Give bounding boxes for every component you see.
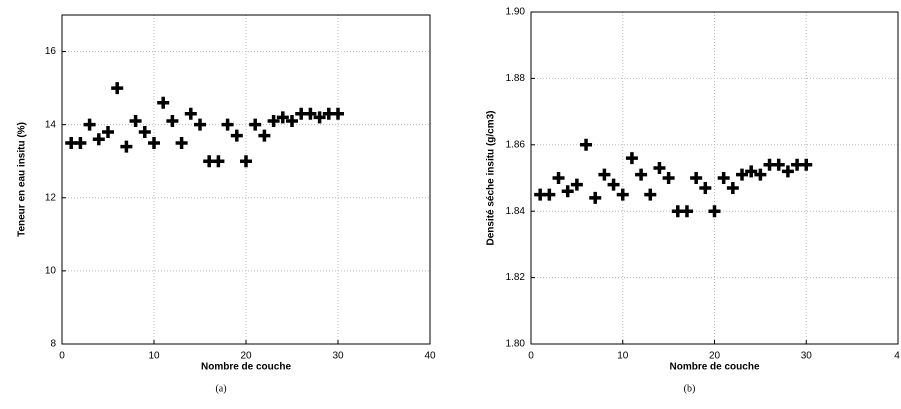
x-tick-label: 20 [709,351,721,362]
y-tick-label: 1.88 [506,73,526,84]
y-tick-label: 10 [45,266,57,277]
point [120,140,133,153]
point [680,205,693,218]
plot-frame [530,11,899,345]
point [194,118,206,131]
point [286,115,298,128]
point [543,188,556,201]
y-axis-title: Densité séche insitu (g/cm3) [486,110,497,245]
x-tick-label: 10 [148,351,160,362]
x-tick-label: 30 [332,351,344,362]
point [662,172,675,184]
x-tick-label: 10 [617,351,629,362]
point [304,107,317,120]
point [129,115,142,128]
y-tick-label: 1.90 [506,7,526,18]
point [644,188,657,201]
point [616,188,629,201]
point [267,115,280,128]
point [781,165,794,178]
point [800,158,813,171]
point [745,165,758,178]
x-axis-title: Nombre de couche [201,362,291,373]
point [212,155,225,168]
point [332,107,344,120]
plot-frame [61,14,431,345]
point [708,205,721,218]
caption: (a) [215,383,226,394]
point [92,133,105,146]
point [276,111,289,124]
x-tick-label: 40 [424,351,436,362]
point [736,168,749,181]
point [717,172,730,184]
point [754,168,767,181]
y-axis-title: Teneur en eau insitu (%) [17,122,28,237]
point [625,152,638,165]
point [221,118,234,131]
point [561,185,574,198]
point [570,178,583,191]
y-tick-label: 12 [45,192,57,203]
point [166,115,179,128]
point [607,178,620,191]
point [83,118,96,131]
y-tick-label: 16 [45,46,57,57]
point [589,191,602,204]
x-axis-title: Nombre de couche [669,362,759,373]
point [111,82,124,95]
x-tick-label: 4 [894,351,900,362]
y-tick-label: 1.84 [506,206,526,217]
y-tick-label: 8 [50,339,56,350]
point [138,125,151,138]
point [258,129,271,142]
point [726,181,739,194]
point [240,155,252,168]
y-tick-label: 14 [45,119,57,130]
point [552,172,565,184]
x-tick-label: 0 [528,351,534,362]
point [580,138,593,151]
point [157,96,170,109]
x-tick-label: 0 [59,351,65,362]
caption: (b) [684,383,696,394]
point [635,168,648,181]
point [690,172,703,184]
point [102,125,114,138]
point [772,158,785,171]
point [74,136,87,149]
x-tick-label: 30 [801,351,813,362]
point [313,111,326,124]
y-tick-label: 1.80 [506,339,526,350]
x-tick-label: 20 [240,351,252,362]
point [184,107,197,120]
point [598,168,611,181]
point [699,181,712,194]
point [249,118,262,131]
point [230,129,243,142]
point [148,136,160,149]
y-tick-label: 1.86 [506,139,526,150]
point [653,162,666,175]
point [175,136,188,149]
y-tick-label: 1.82 [506,272,526,283]
